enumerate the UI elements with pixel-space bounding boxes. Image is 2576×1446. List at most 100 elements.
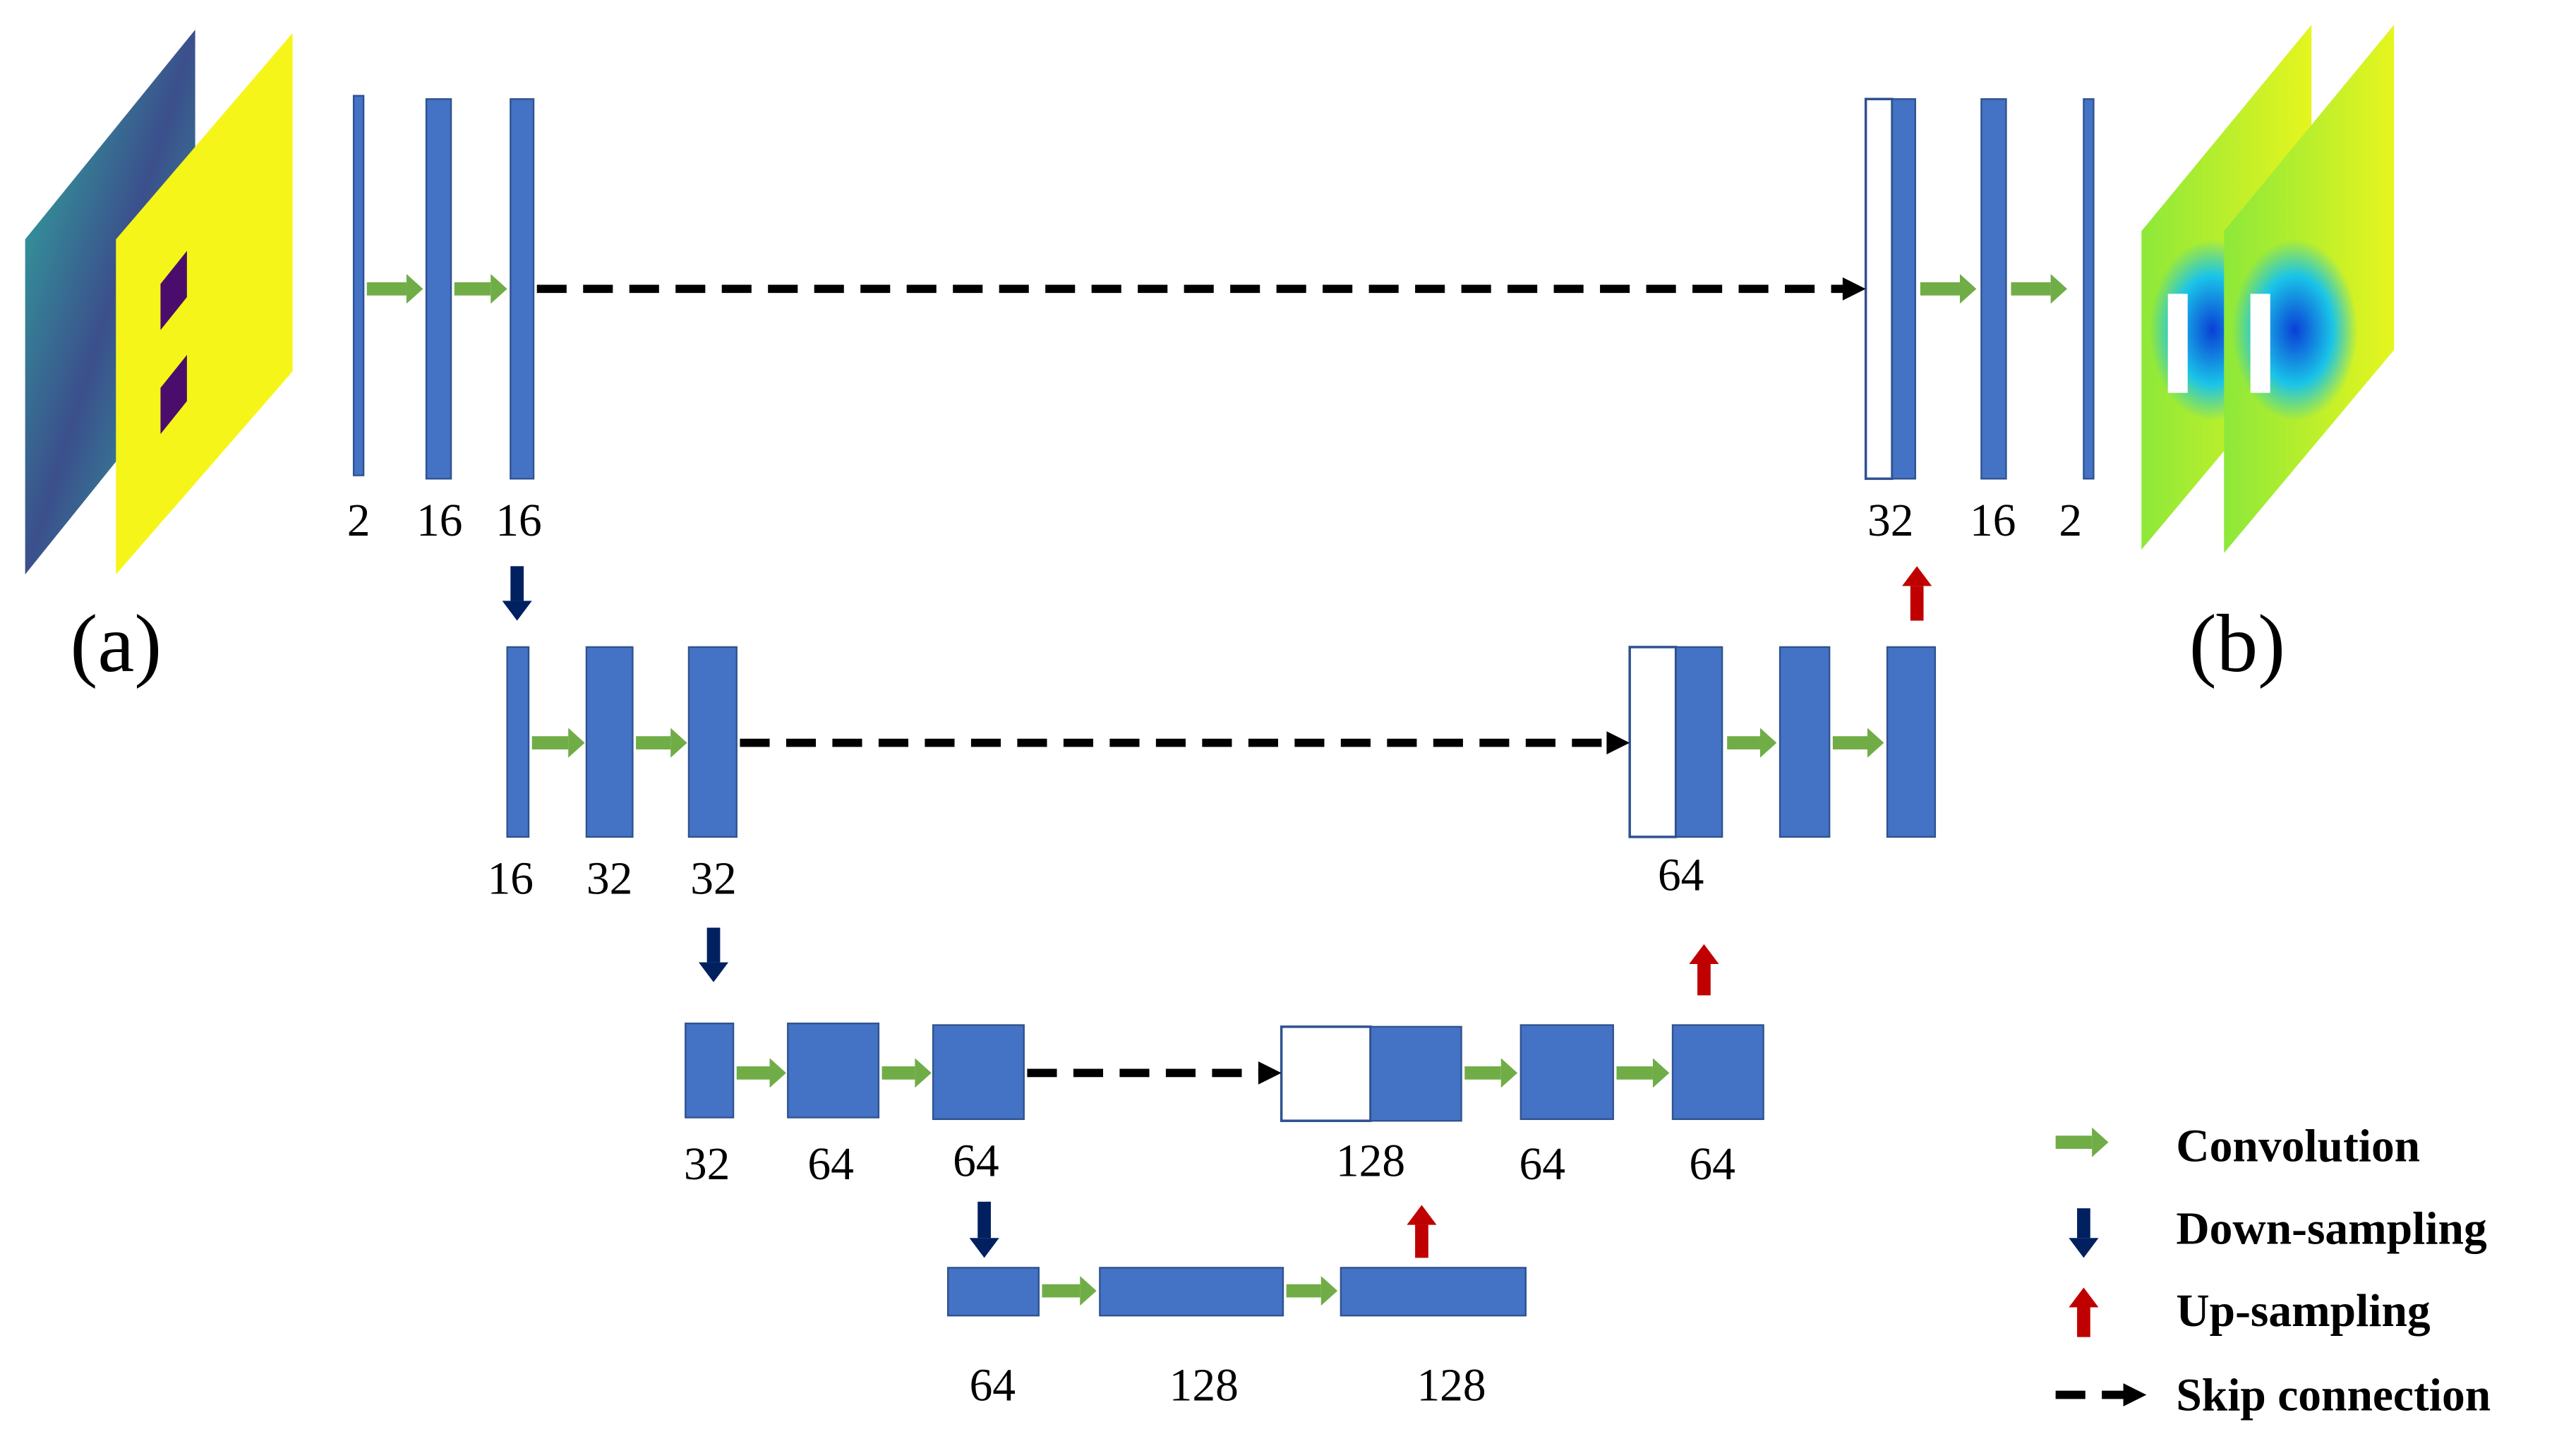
blocks	[352, 95, 2095, 1317]
convolution-arrow	[366, 282, 407, 296]
feature-map	[510, 98, 535, 480]
convolution-arrow	[568, 728, 585, 758]
down-sampling-arrow	[977, 1201, 991, 1239]
convolution-arrow	[2011, 282, 2051, 296]
feature-map	[685, 1023, 735, 1119]
channel-label: 16	[495, 495, 541, 546]
channel-label: 128	[1416, 1361, 1486, 1411]
convolution-arrow	[2055, 1135, 2093, 1149]
feature-map	[1891, 98, 1917, 480]
feature-map	[932, 1024, 1025, 1121]
feature-map	[1369, 1025, 1462, 1122]
feature-map	[1864, 97, 1894, 481]
feature-map	[1340, 1267, 1527, 1317]
skip-connection	[1258, 1061, 1282, 1085]
channel-label: 128	[1169, 1361, 1239, 1411]
up-sampling-arrow	[1902, 566, 1932, 586]
convolution-arrow	[1042, 1284, 1081, 1298]
skip-connection	[1842, 277, 1866, 301]
feature-map	[1628, 646, 1678, 838]
convolution-arrow	[1286, 1284, 1321, 1298]
feature-map	[687, 646, 738, 838]
convolution-arrow	[915, 1058, 932, 1088]
convolution-arrow	[769, 1058, 786, 1088]
feature-map	[1980, 98, 2007, 480]
feature-map	[1671, 1024, 1764, 1121]
convolution-arrow	[1464, 1066, 1501, 1080]
convolution-arrow	[1727, 736, 1760, 749]
convolution-arrow	[406, 274, 423, 304]
down-sampling-arrow	[510, 566, 524, 601]
feature-map	[1099, 1267, 1284, 1317]
convolution-arrow	[1867, 728, 1884, 758]
down-sampling-arrow	[502, 601, 532, 621]
channel-label: 64	[953, 1135, 999, 1186]
convolution-arrow	[736, 1066, 770, 1080]
convolution-arrow	[490, 274, 507, 304]
feature-map	[946, 1267, 1040, 1317]
up-sampling-arrow	[2069, 1287, 2099, 1308]
convolution-arrow	[1652, 1058, 1670, 1088]
channel-label: 64	[807, 1139, 853, 1190]
feature-map	[2083, 98, 2095, 480]
channel-label: 16	[1970, 495, 2016, 546]
convolution-arrow	[1500, 1058, 1518, 1088]
channel-label: 64	[1519, 1139, 1565, 1190]
down-sampling-arrow	[706, 927, 721, 963]
convolution-arrow	[1320, 1276, 1338, 1306]
up-sampling-arrow	[1910, 586, 1924, 621]
convolution-arrow	[1080, 1276, 1097, 1306]
panel-label: (a)	[70, 598, 162, 689]
feature-map	[352, 95, 365, 476]
convolution-arrow	[531, 736, 569, 749]
up-sampling-arrow	[1689, 944, 1719, 964]
output-image	[2141, 25, 2395, 553]
up-sampling-arrow	[2077, 1307, 2090, 1337]
channel-label: 128	[1336, 1135, 1405, 1186]
channel-label: 2	[347, 495, 371, 546]
channel-label: 64	[1658, 850, 1704, 901]
channel-label: 32	[684, 1139, 730, 1190]
down-sampling-arrow	[2077, 1208, 2090, 1239]
convolution-arrow	[454, 282, 491, 296]
channel-label: 2	[2059, 495, 2082, 546]
down-sampling-arrow	[2069, 1238, 2099, 1258]
convolution-arrow	[1832, 736, 1868, 749]
legend-label: Convolution	[2176, 1121, 2420, 1171]
convolution-arrow	[2092, 1127, 2109, 1157]
feature-map	[1519, 1024, 1614, 1121]
feature-map	[506, 646, 530, 838]
skip-connection	[1606, 731, 1630, 754]
input-image	[25, 30, 293, 574]
channel-label: 64	[970, 1361, 1016, 1411]
down-sampling-arrow	[698, 962, 729, 982]
up-sampling-arrow	[1697, 964, 1711, 996]
convolution-arrow	[1616, 1066, 1653, 1080]
up-sampling-arrow	[1415, 1224, 1428, 1258]
channel-label: 64	[1689, 1139, 1735, 1190]
skip-connection	[2123, 1383, 2147, 1406]
convolution-arrow	[2050, 274, 2068, 304]
legend-label: Up-sampling	[2176, 1286, 2431, 1337]
feature-map	[425, 98, 452, 480]
channel-label: 16	[488, 853, 534, 904]
convolution-arrow	[670, 728, 687, 758]
up-sampling-arrow	[1407, 1205, 1437, 1225]
convolution-arrow	[1759, 728, 1777, 758]
convolution-arrow	[1920, 282, 1960, 296]
channel-label: 32	[1867, 495, 1913, 546]
legend-label: Skip connection	[2176, 1370, 2491, 1421]
legend-label: Down-sampling	[2176, 1203, 2487, 1254]
convolution-arrow	[881, 1066, 915, 1080]
convolution-arrow	[636, 736, 671, 749]
feature-map	[1675, 646, 1723, 838]
channel-label: 32	[586, 853, 632, 904]
feature-map	[1280, 1025, 1372, 1122]
feature-map	[1778, 646, 1831, 838]
convolution-arrow	[1959, 274, 1977, 304]
down-sampling-arrow	[969, 1238, 999, 1258]
channel-label: 16	[416, 495, 462, 546]
channel-label: 32	[690, 853, 736, 904]
feature-map	[1886, 646, 1937, 838]
